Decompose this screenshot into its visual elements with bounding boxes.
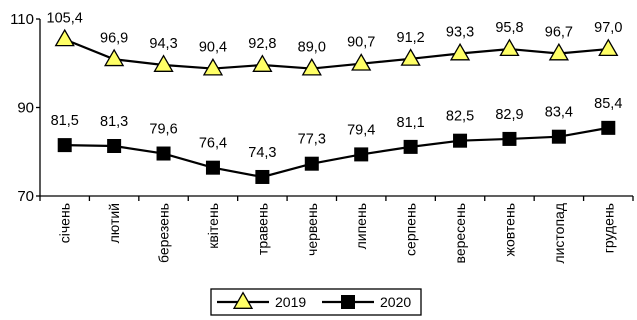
y-tick-label: 70 — [17, 188, 34, 205]
legend: 2019 2020 — [210, 288, 422, 316]
point-2019-2 — [103, 48, 125, 67]
series-line-2020 — [64, 126, 609, 179]
legend-marker-2019 — [232, 291, 254, 309]
x-tick-label: листопад — [551, 203, 567, 264]
data-label-2019-1: 105,4 — [47, 10, 83, 26]
x-tick-label: березень — [156, 203, 172, 263]
data-label-2019-12: 97,0 — [594, 20, 622, 36]
point-2019-11 — [548, 42, 570, 61]
point-2020-1 — [57, 138, 72, 153]
point-2020-4 — [205, 160, 220, 175]
point-2020-8 — [403, 139, 418, 154]
data-label-2019-11: 96,7 — [545, 25, 573, 41]
data-label-2020-4: 76,4 — [199, 136, 227, 152]
data-label-2019-6: 89,0 — [298, 40, 326, 56]
data-label-2020-12: 85,4 — [594, 96, 622, 112]
data-label-2020-9: 82,5 — [446, 109, 474, 125]
data-label-2019-7: 90,7 — [347, 35, 375, 51]
data-label-2020-8: 81,1 — [397, 115, 425, 131]
x-tick-label: грудень — [600, 203, 616, 253]
legend-marker-2020 — [341, 295, 355, 309]
data-label-2020-6: 77,3 — [298, 132, 326, 148]
point-2020-10 — [502, 131, 517, 146]
data-label-2020-1: 81,5 — [51, 113, 79, 129]
data-label-2020-5: 74,3 — [248, 145, 276, 161]
data-labels: 105,4 96,9 94,3 90,4 92,8 89,0 90,7 91,2 93,3 95,… — [47, 10, 623, 161]
data-label-2020-10: 82,9 — [495, 107, 523, 123]
chart-axes: 70 90 110 січень лютий березень квітень травень… — [10, 11, 634, 264]
x-tick-label: січень — [57, 203, 73, 243]
point-2020-6 — [304, 156, 319, 171]
point-2020-11 — [551, 129, 566, 144]
data-label-2019-8: 91,2 — [397, 30, 425, 46]
data-label-2019-10: 95,8 — [495, 20, 523, 36]
point-2020-5 — [255, 169, 270, 184]
point-2020-2 — [107, 138, 122, 153]
x-tick-label: квітень — [205, 203, 221, 249]
data-label-2020-3: 79,6 — [149, 122, 177, 138]
data-label-2019-2: 96,9 — [100, 30, 128, 46]
point-2020-12 — [601, 120, 616, 135]
point-2019-6 — [301, 57, 322, 76]
data-label-2020-7: 79,4 — [347, 122, 375, 138]
x-tick-label: вересень — [452, 203, 468, 263]
data-label-2019-4: 90,4 — [199, 40, 227, 56]
x-tick-label: серпень — [403, 203, 419, 256]
data-label-2020-2: 81,3 — [100, 114, 128, 130]
point-2019-7 — [351, 53, 372, 71]
point-2020-7 — [354, 147, 369, 162]
data-label-2019-9: 93,3 — [446, 25, 474, 41]
point-2019-9 — [449, 42, 471, 61]
legend-label-2020: 2020 — [380, 294, 411, 310]
x-tick-label: жовтень — [501, 203, 517, 256]
point-2019-1 — [54, 28, 75, 47]
data-label-2019-3: 94,3 — [149, 36, 177, 52]
point-2019-5 — [252, 54, 273, 72]
data-label-2020-11: 83,4 — [545, 105, 573, 121]
point-2019-4 — [202, 57, 224, 76]
point-2019-12 — [598, 38, 619, 57]
y-tick-label: 90 — [17, 100, 34, 117]
point-2019-8 — [400, 48, 421, 66]
series-lines — [64, 38, 609, 179]
x-tick-label: травень — [254, 203, 270, 255]
x-tick-label: червень — [304, 203, 320, 256]
point-2020-3 — [156, 146, 171, 161]
point-2019-3 — [153, 54, 174, 72]
x-tick-label: лютий — [106, 203, 122, 243]
x-tick-label: липень — [353, 203, 369, 249]
point-2020-9 — [453, 133, 468, 148]
series-line-2019 — [64, 38, 609, 70]
y-tick-label: 110 — [10, 11, 34, 28]
point-2019-10 — [499, 38, 520, 57]
data-label-2019-5: 92,8 — [248, 36, 276, 52]
series-markers — [54, 28, 619, 184]
legend-label-2019: 2019 — [275, 294, 306, 310]
